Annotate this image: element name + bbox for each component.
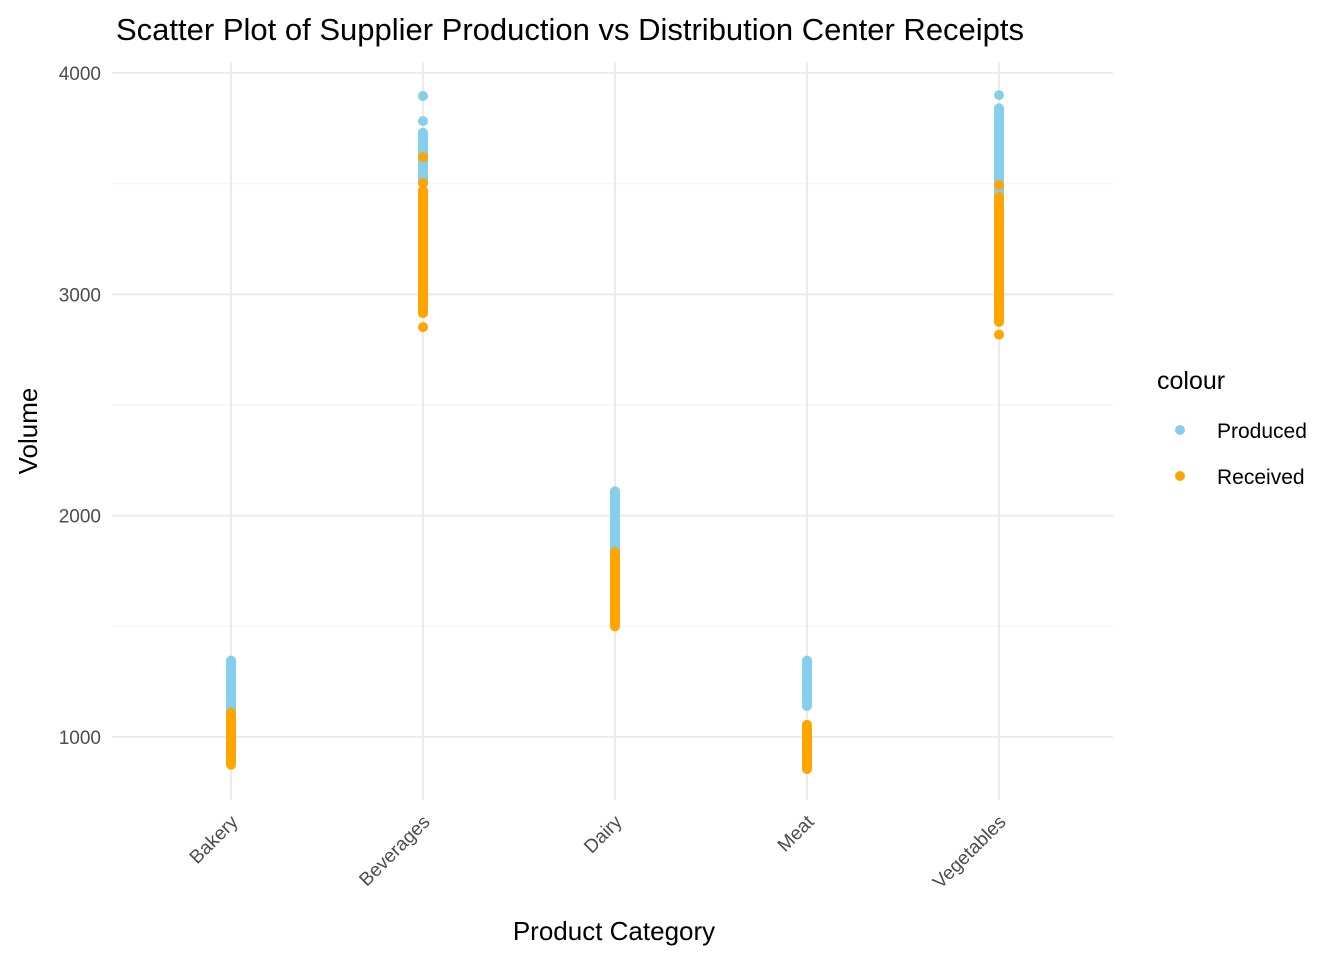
point-cluster-produced-vegetables xyxy=(994,103,1004,200)
y-tick-label: 3000 xyxy=(59,285,101,306)
point-received-beverages xyxy=(418,178,428,189)
legend: colour Produced Received xyxy=(1157,367,1307,489)
x-tick-label: Meat xyxy=(774,811,819,856)
point-produced-beverages xyxy=(418,91,428,102)
point-cluster-received-beverages xyxy=(418,185,428,319)
x-tick-label: Vegetables xyxy=(929,812,1010,893)
grid xyxy=(112,62,1113,800)
legend-label-received: Received xyxy=(1217,466,1305,489)
legend-label-produced: Produced xyxy=(1217,420,1307,443)
x-tick-label: Beverages xyxy=(355,812,434,891)
y-tick-label: 2000 xyxy=(59,507,101,528)
point-cluster-produced-bakery xyxy=(226,655,236,718)
point-received-vegetables xyxy=(994,179,1004,190)
x-tick-label: Dairy xyxy=(580,811,627,858)
legend-key-received xyxy=(1175,471,1185,481)
point-cluster-received-meat xyxy=(802,719,812,775)
point-cluster-produced-dairy xyxy=(610,486,620,561)
point-produced-beverages xyxy=(418,116,428,127)
y-tick-label: 1000 xyxy=(59,728,101,749)
point-produced-vegetables xyxy=(994,90,1004,101)
y-tick-label: 4000 xyxy=(59,64,101,85)
legend-title: colour xyxy=(1157,367,1225,395)
point-cluster-received-bakery xyxy=(226,707,236,770)
y-axis-ticks: 1000 2000 3000 4000 xyxy=(59,64,101,749)
point-cluster-produced-meat xyxy=(802,655,812,712)
point-received-beverages xyxy=(418,322,428,333)
x-axis-ticks: Bakery Beverages Dairy Meat Vegetables xyxy=(186,811,1011,893)
legend-key-produced xyxy=(1175,425,1185,435)
y-axis-title: Volume xyxy=(13,388,43,475)
x-axis-title: Product Category xyxy=(513,916,715,946)
point-received-vegetables xyxy=(994,329,1004,340)
point-received-beverages xyxy=(418,152,428,163)
chart-title: Scatter Plot of Supplier Production vs D… xyxy=(116,12,1024,47)
point-cluster-received-dairy xyxy=(610,547,620,632)
x-tick-label: Bakery xyxy=(186,811,243,868)
data-marks xyxy=(226,90,1004,775)
point-cluster-received-vegetables xyxy=(994,191,1004,327)
